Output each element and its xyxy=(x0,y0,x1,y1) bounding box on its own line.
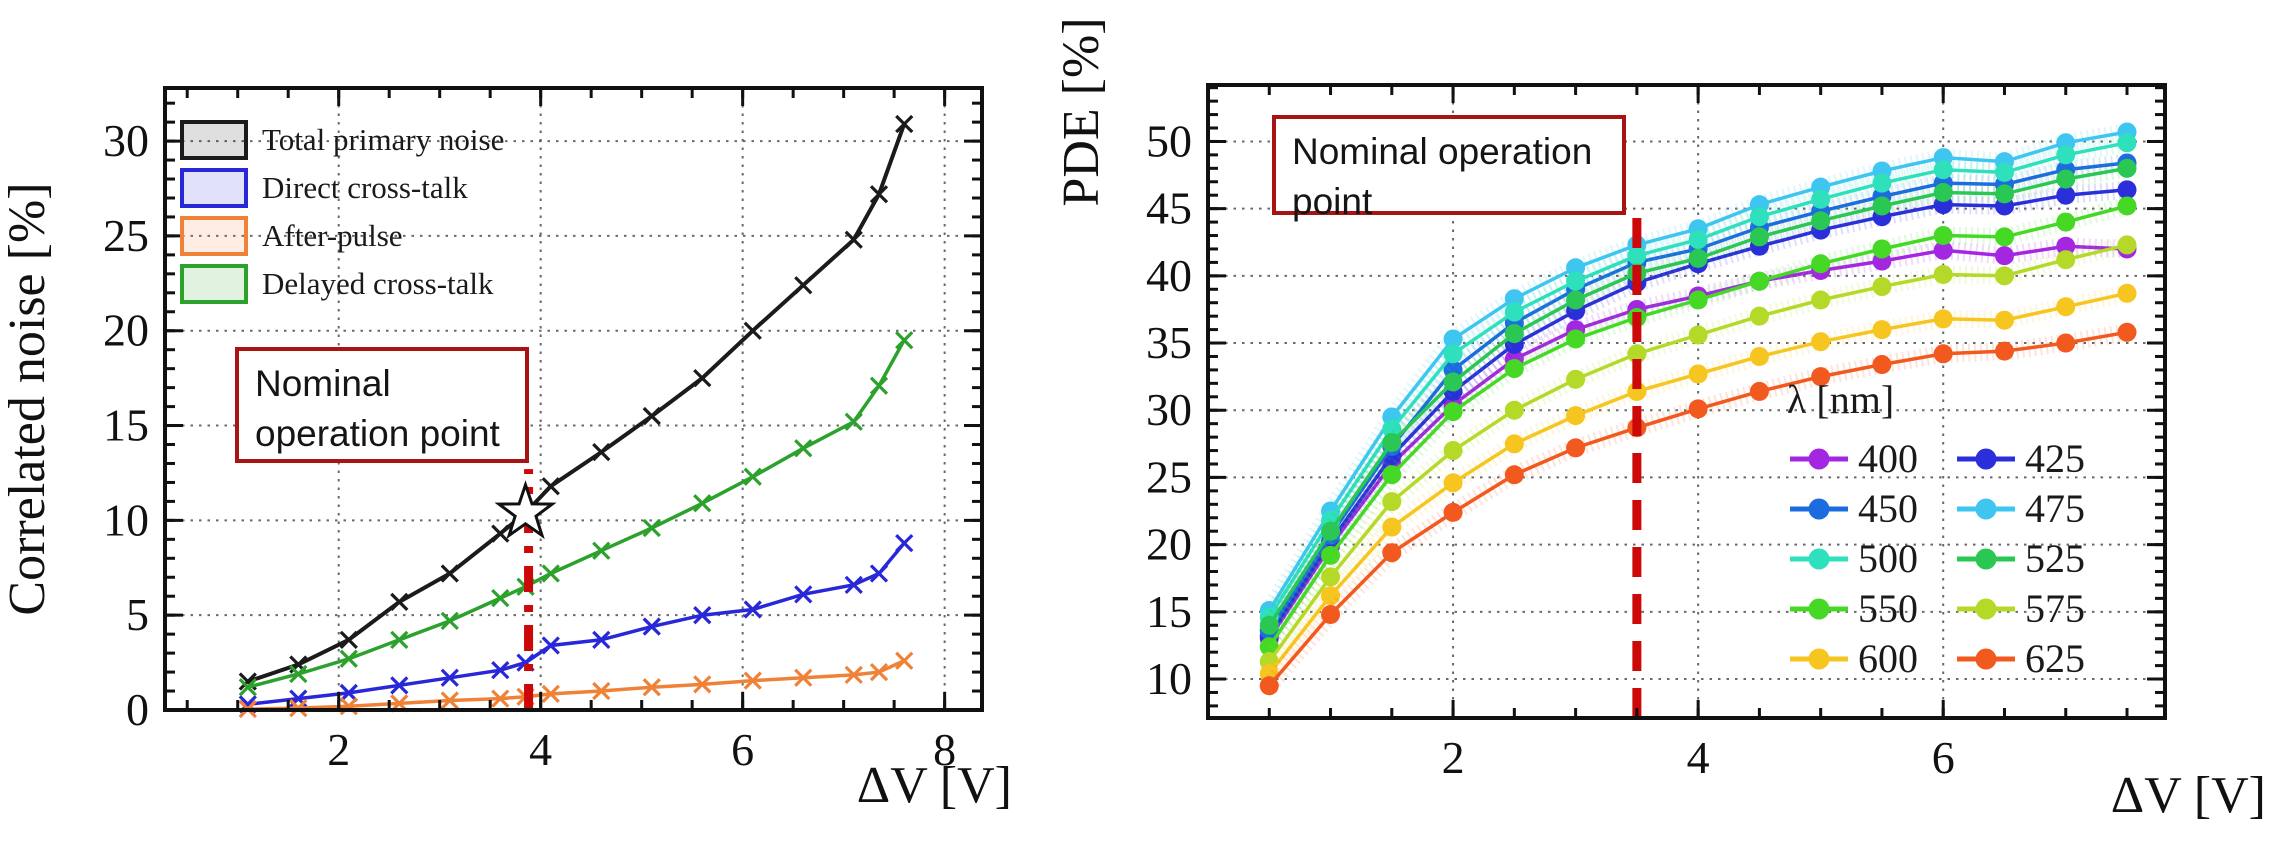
pde-ytick-label: 40 xyxy=(1146,250,1192,301)
correlated-noise-xtick-label: 8 xyxy=(933,724,956,775)
correlated-noise-gridlines xyxy=(165,88,982,710)
pde-ytick-label: 45 xyxy=(1146,183,1192,234)
legend-label-575: 575 xyxy=(2025,586,2085,631)
pde-legend: λ [nm] 400 425 450 475 500 525 550 575 600 625 xyxy=(1787,377,2085,681)
legend-label: After-pulse xyxy=(262,218,403,253)
legend-marker-525 xyxy=(1975,548,1997,570)
correlated-noise-nominal-point-star-marker xyxy=(494,480,557,540)
pde-series-600 xyxy=(1259,283,2137,684)
pde-y-axis-title: PDE [%] xyxy=(1053,17,1110,206)
pde-series-550 xyxy=(1259,196,2137,657)
legend-label-500: 500 xyxy=(1858,536,1918,581)
correlated-noise-xtick-label: 2 xyxy=(327,724,350,775)
pde-series-625 xyxy=(1259,322,2137,696)
correlated-noise-xtick-label: 6 xyxy=(731,724,754,775)
legend-marker-425 xyxy=(1975,448,1997,470)
annotation-nominal-operation-point-left: Nominal operation point xyxy=(235,347,529,463)
pde-plot-frame xyxy=(1206,83,2167,720)
pde-ytick-label: 35 xyxy=(1146,317,1192,368)
pde-xtick-label: 2 xyxy=(1442,732,1465,783)
correlated-noise-chart: 2 4 6 8 0 5 10 15 20 25 30 ΔV [V] Correlated noise [… xyxy=(0,86,1012,814)
legend-label-400: 400 xyxy=(1858,436,1918,481)
legend-label: Direct cross-talk xyxy=(262,170,468,205)
pde-ytick-label: 20 xyxy=(1146,519,1192,570)
legend-marker-600 xyxy=(1808,648,1830,670)
legend-marker-625 xyxy=(1975,648,1997,670)
legend-label-625: 625 xyxy=(2025,636,2085,681)
legend-marker-475 xyxy=(1975,498,1997,520)
correlated-noise-series-delayed-cross-talk xyxy=(238,331,914,697)
correlated-noise-ytick-label: 15 xyxy=(103,400,149,451)
correlated-noise-ytick-label: 20 xyxy=(103,305,149,356)
correlated-noise-ytick-label: 30 xyxy=(103,115,149,166)
correlated-noise-tick-labels: 2 4 6 8 0 5 10 15 20 25 30 xyxy=(103,115,956,775)
legend-marker-575 xyxy=(1975,598,1997,620)
pde-tick-labels: 2 4 6 10 15 20 25 30 35 40 45 50 xyxy=(1146,115,1955,783)
pde-series-500 xyxy=(1259,133,2137,627)
legend-marker-500 xyxy=(1808,548,1830,570)
annotation-text-line: operation point xyxy=(255,413,500,454)
legend-swatch-after-pulse xyxy=(180,216,248,256)
legend-label-450: 450 xyxy=(1858,486,1918,531)
correlated-noise-legend: Total primary noise Direct cross-talk Afte… xyxy=(180,120,504,304)
legend-swatch-delayed-cross-talk xyxy=(180,264,248,304)
correlated-noise-axis-ticks xyxy=(165,88,982,710)
legend-label-475: 475 xyxy=(2025,486,2085,531)
correlated-noise-series-direct-cross-talk xyxy=(238,533,914,714)
legend-marker-550 xyxy=(1808,598,1830,620)
pde-ytick-label: 25 xyxy=(1146,451,1192,502)
correlated-noise-ytick-label: 10 xyxy=(103,494,149,545)
correlated-noise-ytick-label: 0 xyxy=(126,684,149,735)
pde-ytick-label: 50 xyxy=(1146,115,1192,166)
annotation-text-line: Nominal xyxy=(255,363,391,404)
legend-label-550: 550 xyxy=(1858,586,1918,631)
correlated-noise-x-axis-title: ΔV [V] xyxy=(857,757,1012,814)
legend-label-600: 600 xyxy=(1858,636,1918,681)
legend-marker-450 xyxy=(1808,498,1830,520)
legend-label: Delayed cross-talk xyxy=(262,266,494,301)
legend-label: Total primary noise xyxy=(262,122,504,157)
legend-swatch-total-primary-noise xyxy=(180,120,248,160)
annotation-text-line: point xyxy=(1292,181,1373,222)
pde-xtick-label: 4 xyxy=(1687,732,1710,783)
correlated-noise-ytick-label: 5 xyxy=(126,589,149,640)
legend-marker-400 xyxy=(1808,448,1830,470)
legend-title: λ [nm] xyxy=(1787,377,1894,422)
pde-series-575 xyxy=(1259,235,2137,672)
pde-ytick-label: 30 xyxy=(1146,384,1192,435)
pde-chart: 2 4 6 10 15 20 25 30 35 40 45 50 ΔV [V] PDE [%] λ [nm]… xyxy=(1053,17,2266,824)
correlated-noise-plot-frame xyxy=(163,86,984,712)
annotation-nominal-operation-point-right: Nominal operation point xyxy=(1272,115,1626,222)
pde-x-axis-title: ΔV [V] xyxy=(2111,767,2266,824)
pde-xtick-label: 6 xyxy=(1932,732,1955,783)
correlated-noise-ytick-label: 25 xyxy=(103,210,149,261)
pde-series-525 xyxy=(1259,158,2137,635)
correlated-noise-xtick-label: 4 xyxy=(529,724,552,775)
pde-ytick-label: 10 xyxy=(1146,653,1192,704)
pde-axis-ticks xyxy=(1208,85,2165,718)
legend-label-425: 425 xyxy=(2025,436,2085,481)
pde-ytick-label: 15 xyxy=(1146,586,1192,637)
annotation-text-line: Nominal operation xyxy=(1292,131,1593,172)
legend-swatch-direct-cross-talk xyxy=(180,168,248,208)
correlated-noise-y-axis-title: Correlated noise [%] xyxy=(0,182,56,615)
legend-label-525: 525 xyxy=(2025,536,2085,581)
